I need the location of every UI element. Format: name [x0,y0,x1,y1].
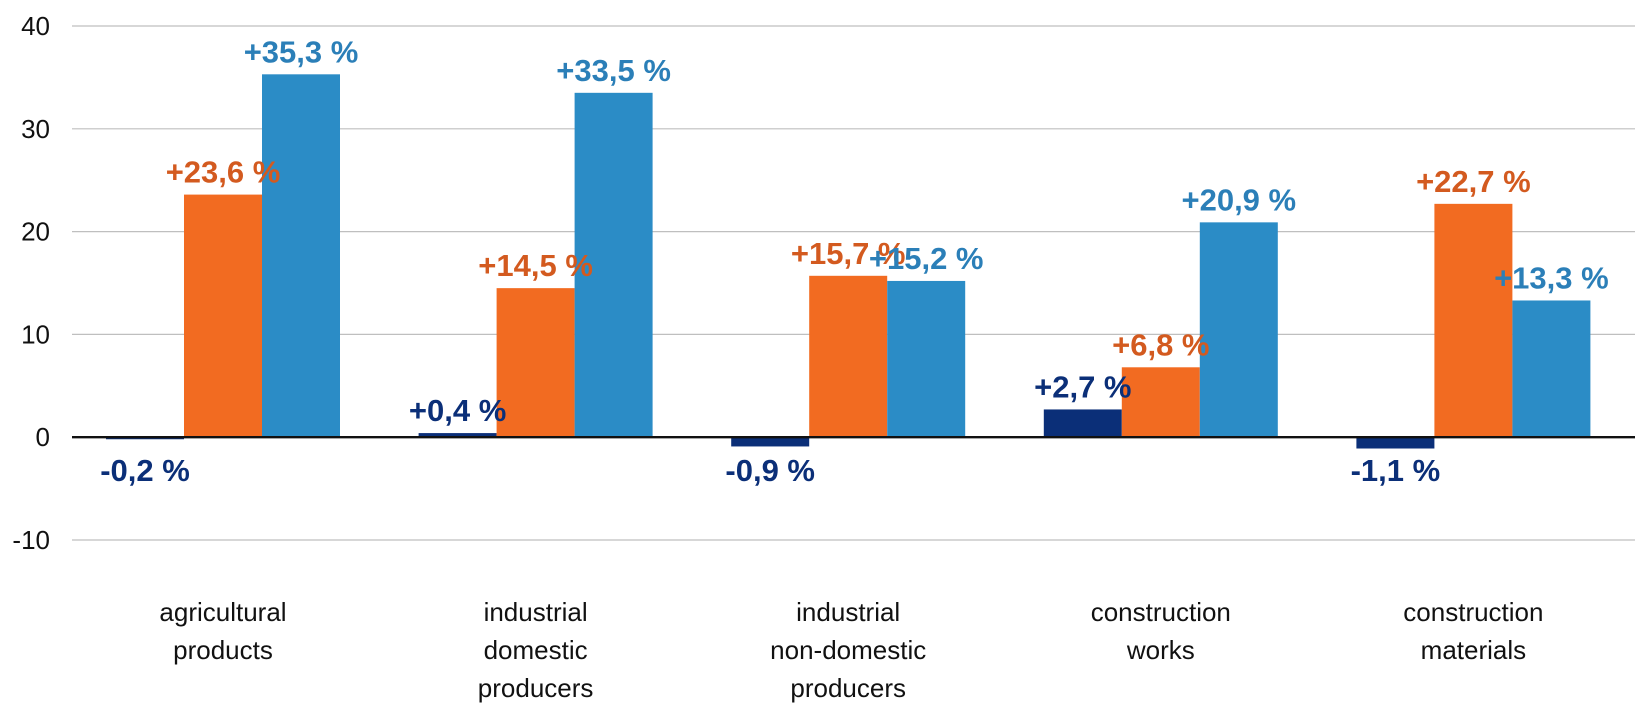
data-label: -1,1 % [1351,453,1441,488]
bar [1512,300,1591,438]
x-category-label: construction [1091,597,1231,627]
bar [418,433,497,438]
x-category-label: products [173,635,273,665]
x-category-label: producers [478,673,594,703]
x-category-label: industrial [484,597,588,627]
data-label: +15,7 % [791,236,906,271]
bar [574,92,653,438]
data-label: +13,3 % [1494,260,1609,295]
data-label: +33,5 % [556,53,671,88]
bar [1356,437,1435,449]
data-label: -0,2 % [100,453,190,488]
data-label: +22,7 % [1416,164,1531,199]
data-label: +6,8 % [1112,327,1209,362]
y-tick-label: -10 [12,525,50,555]
x-category-label: domestic [484,635,588,665]
y-tick-label: 40 [21,11,50,41]
data-label: +20,9 % [1181,182,1296,217]
x-category-label: construction [1403,597,1543,627]
data-label: +0,4 % [409,393,506,428]
x-category-label: non-domestic [770,635,926,665]
bar [184,194,262,438]
y-axis: 40 30 20 10 0 -10 [12,11,50,555]
bars [106,74,1591,449]
bar [262,74,340,438]
y-tick-label: 0 [36,422,50,452]
bar [496,288,575,438]
x-category-label: industrial [796,597,900,627]
bar [1121,367,1200,438]
data-label: +14,5 % [478,248,593,283]
bar [1043,409,1122,438]
bar [1434,203,1513,438]
data-label: +35,3 % [244,34,359,69]
bar [731,437,810,447]
y-tick-label: 20 [21,217,50,247]
data-label: -0,9 % [725,453,815,488]
x-category-label: agricultural [159,597,286,627]
x-category-label: materials [1421,635,1526,665]
y-tick-label: 10 [21,319,50,349]
y-tick-label: 30 [21,114,50,144]
data-labels: -0,2 % +23,6 % +35,3 % +0,4 % +14,5 % +33,5 %… [100,34,1609,488]
x-category-label: works [1126,635,1195,665]
bar [809,275,888,438]
bar [887,280,966,438]
x-axis: agricultural products industrial domestic pr… [159,597,1543,703]
bar [1199,222,1278,438]
x-category-label: producers [790,673,906,703]
data-label: +2,7 % [1034,369,1131,404]
data-label: +23,6 % [166,155,281,190]
data-label: +15,2 % [869,241,984,276]
